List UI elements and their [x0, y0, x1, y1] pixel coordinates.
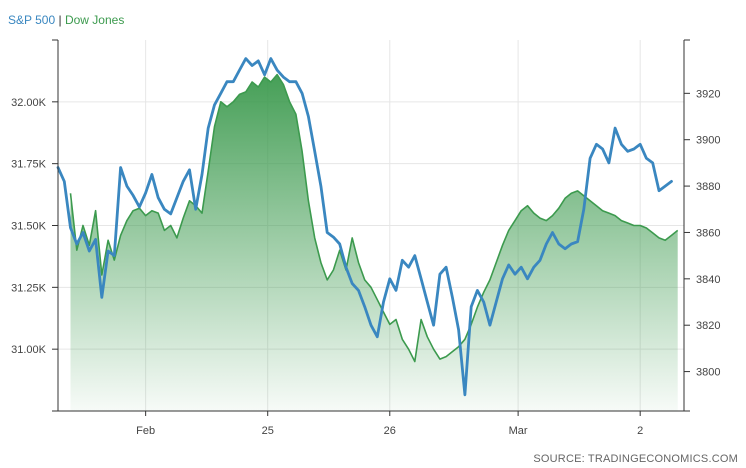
- legend-sp500[interactable]: S&P 500: [8, 13, 56, 27]
- legend-dowjones[interactable]: Dow Jones: [64, 13, 125, 27]
- left-y-tick-label: 31.00K: [11, 344, 47, 356]
- legend-separator: |: [58, 13, 62, 27]
- source-credit: SOURCE: TRADINGECONOMICS.COM: [533, 453, 738, 465]
- x-tick-label: 26: [384, 425, 396, 437]
- sp500-line-layer: [56, 57, 673, 397]
- left-y-tick-label: 31.25K: [11, 282, 47, 294]
- right-y-tick-label: 3860: [696, 227, 720, 239]
- x-tick-label: 25: [262, 425, 274, 437]
- dowjones-area: [70, 74, 678, 411]
- left-y-tick-label: 31.75K: [11, 159, 47, 171]
- dowjones-area-layer: [69, 73, 679, 411]
- x-tick-label: Mar: [509, 425, 528, 437]
- left-y-tick-label: 32.00K: [11, 97, 47, 109]
- chart-legend: S&P 500 | Dow Jones: [8, 13, 124, 27]
- dowjones-line: [69, 73, 679, 363]
- tick-labels: Feb 25 26 Mar 2 31.00K 31.25K 31.50K 31.75K 32.00…: [11, 88, 720, 437]
- x-tick-label: 2: [637, 425, 643, 437]
- sp500-line: [56, 57, 673, 397]
- right-y-tick-label: 3880: [696, 181, 720, 193]
- right-y-tick-label: 3820: [696, 320, 720, 332]
- right-y-tick-label: 3920: [696, 88, 720, 100]
- right-y-tick-label: 3800: [696, 367, 720, 379]
- right-y-tick-label: 3840: [696, 274, 720, 286]
- axes: [52, 39, 690, 416]
- x-tick-label: Feb: [136, 425, 155, 437]
- right-y-tick-label: 3900: [696, 135, 720, 147]
- left-y-tick-label: 31.50K: [11, 221, 47, 233]
